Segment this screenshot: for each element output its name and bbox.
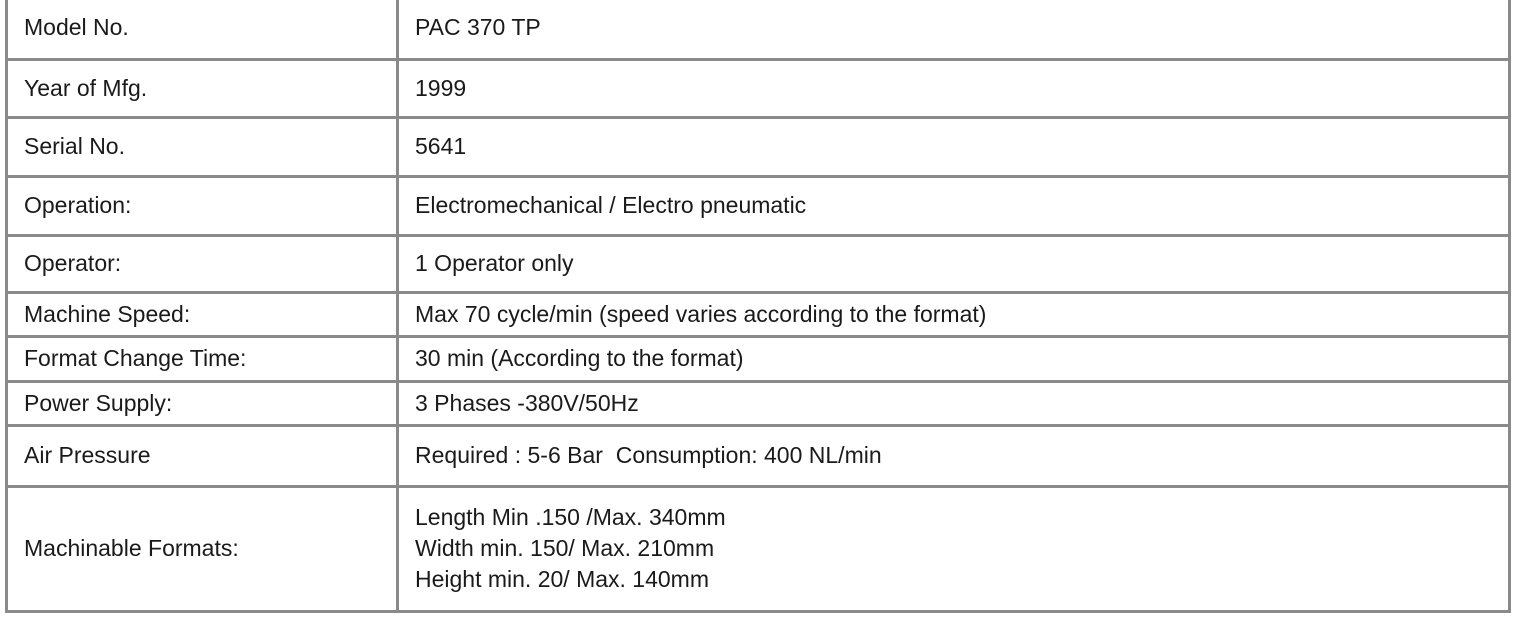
- spec-label: Operation:: [5, 174, 399, 237]
- spec-label: Format Change Time:: [5, 334, 399, 383]
- spec-label: Model No.: [5, 0, 399, 61]
- table-row: Machine Speed: Max 70 cycle/min (speed va…: [5, 290, 1511, 338]
- spec-value-line: 3 Phases -380V/50Hz: [415, 389, 639, 416]
- spec-value-line: 1999: [415, 74, 467, 101]
- table-row: Operation: Electromechanical / Electro pn…: [5, 174, 1511, 237]
- spec-value: 3 Phases -380V/50Hz: [396, 379, 1511, 427]
- spec-label: Power Supply:: [5, 379, 399, 427]
- table-row: Format Change Time: 30 min (According to …: [5, 334, 1511, 383]
- spec-value-line: PAC 370 TP: [415, 14, 541, 41]
- spec-label: Machinable Formats:: [5, 484, 399, 613]
- spec-value: 30 min (According to the format): [396, 334, 1511, 383]
- spec-value: 5641: [396, 115, 1511, 178]
- spec-table: Model No. PAC 370 TP Year of Mfg. 1999 Seria…: [5, 0, 1511, 613]
- table-row: Power Supply: 3 Phases -380V/50Hz: [5, 379, 1511, 427]
- table-row: Air Pressure Required : 5-6 Bar Consumpti…: [5, 423, 1511, 488]
- spec-value: PAC 370 TP: [396, 0, 1511, 61]
- spec-value-line: Width min. 150/ Max. 210mm: [415, 535, 715, 561]
- spec-value-line: Electromechanical / Electro pneumatic: [415, 192, 807, 218]
- spec-value: 1 Operator only: [396, 233, 1511, 294]
- spec-value-line: 1 Operator only: [415, 250, 574, 276]
- spec-value: Required : 5-6 Bar Consumption: 400 NL/m…: [396, 423, 1511, 488]
- spec-value-line: Required : 5-6 Bar Consumption: 400 NL/m…: [415, 442, 882, 468]
- spec-value: Max 70 cycle/min (speed varies according…: [396, 290, 1511, 338]
- spec-label: Operator:: [5, 233, 399, 294]
- spec-value: Electromechanical / Electro pneumatic: [396, 174, 1511, 237]
- table-row: Serial No. 5641: [5, 115, 1511, 178]
- spec-value-line: 30 min (According to the format): [415, 345, 744, 371]
- table-row: Model No. PAC 370 TP: [5, 0, 1511, 61]
- spec-value: 1999: [396, 57, 1511, 119]
- table-row: Year of Mfg. 1999: [5, 57, 1511, 119]
- spec-label: Machine Speed:: [5, 290, 399, 338]
- spec-value-line: 5641: [415, 133, 467, 159]
- table-row: Operator: 1 Operator only: [5, 233, 1511, 294]
- spec-label: Serial No.: [5, 115, 399, 178]
- spec-label: Air Pressure: [5, 423, 399, 488]
- spec-value-line: Height min. 20/ Max. 140mm: [415, 566, 710, 592]
- spec-value-line: Length Min .150 /Max. 340mm: [415, 504, 726, 530]
- table-row: Machinable Formats: Length Min .150 /Max.…: [5, 484, 1511, 613]
- spec-value: Length Min .150 /Max. 340mm Width min. 15…: [396, 484, 1511, 613]
- spec-label: Year of Mfg.: [5, 57, 399, 119]
- spec-value-line: Max 70 cycle/min (speed varies according…: [415, 300, 987, 327]
